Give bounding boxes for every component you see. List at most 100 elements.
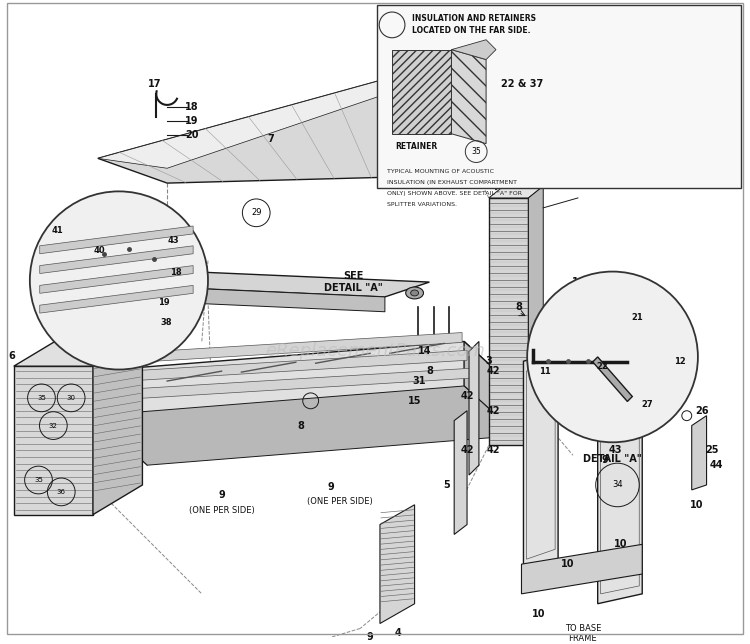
Polygon shape (116, 368, 472, 400)
Text: 12: 12 (195, 262, 208, 272)
Text: 35: 35 (37, 395, 46, 401)
Polygon shape (93, 386, 518, 465)
Text: 8: 8 (515, 303, 522, 312)
Polygon shape (521, 544, 642, 594)
Polygon shape (162, 272, 430, 297)
Text: 43: 43 (609, 445, 622, 455)
Polygon shape (598, 376, 642, 603)
Text: 34: 34 (612, 480, 622, 489)
Text: 9: 9 (218, 490, 225, 500)
Polygon shape (524, 352, 558, 574)
Polygon shape (489, 186, 543, 198)
Text: 1: 1 (572, 277, 578, 287)
Text: 32: 32 (49, 422, 58, 428)
Text: 16: 16 (410, 82, 420, 91)
Text: 25: 25 (569, 401, 583, 411)
Text: 3: 3 (485, 356, 492, 366)
Text: 17: 17 (148, 79, 161, 89)
Text: 42: 42 (505, 158, 518, 168)
Text: 10: 10 (614, 539, 627, 549)
Text: 10: 10 (561, 559, 574, 569)
Text: 42: 42 (460, 445, 474, 455)
Text: 40: 40 (93, 246, 105, 255)
Text: 42: 42 (487, 445, 500, 455)
Text: 10: 10 (690, 500, 703, 510)
Text: 21: 21 (632, 313, 644, 322)
Text: 8: 8 (297, 421, 304, 431)
Polygon shape (692, 415, 706, 490)
Text: 20: 20 (185, 129, 199, 140)
Polygon shape (93, 371, 147, 465)
Circle shape (30, 191, 208, 370)
Text: 9: 9 (602, 413, 608, 422)
Polygon shape (98, 262, 152, 317)
Text: 44: 44 (710, 460, 723, 470)
Text: (ONE PER SIDE): (ONE PER SIDE) (189, 506, 254, 515)
Polygon shape (40, 226, 194, 254)
Text: 9: 9 (602, 455, 608, 465)
Polygon shape (111, 350, 467, 382)
Text: ONLY) SHOWN ABOVE. SEE DETAIL "A" FOR: ONLY) SHOWN ABOVE. SEE DETAIL "A" FOR (387, 191, 522, 196)
Text: 33: 33 (78, 297, 92, 307)
Text: 38: 38 (160, 317, 172, 327)
Ellipse shape (411, 290, 419, 296)
Text: 31: 31 (413, 376, 426, 386)
Text: LOCATED ON THE FAR SIDE.: LOCATED ON THE FAR SIDE. (412, 26, 530, 35)
Text: DETAIL "A": DETAIL "A" (584, 454, 642, 464)
Polygon shape (40, 265, 194, 293)
Text: 10: 10 (532, 609, 545, 619)
Text: 8: 8 (555, 9, 562, 19)
Text: 12: 12 (674, 357, 686, 366)
Polygon shape (162, 287, 385, 312)
Polygon shape (40, 285, 194, 313)
Polygon shape (452, 50, 486, 144)
Circle shape (527, 272, 698, 442)
Polygon shape (452, 40, 496, 59)
Polygon shape (98, 39, 546, 168)
Text: 19: 19 (158, 298, 170, 307)
Text: 35: 35 (34, 477, 43, 483)
Polygon shape (529, 186, 543, 446)
Text: 8: 8 (558, 138, 565, 147)
Text: 42: 42 (487, 366, 500, 376)
Polygon shape (392, 50, 452, 134)
Text: 22: 22 (597, 363, 608, 372)
Polygon shape (592, 357, 632, 401)
Polygon shape (40, 246, 194, 274)
Polygon shape (469, 341, 479, 475)
Text: 30: 30 (67, 395, 76, 401)
Text: 9: 9 (327, 482, 334, 492)
Text: (ONE PER SIDE): (ONE PER SIDE) (308, 497, 374, 506)
Text: 8: 8 (426, 366, 433, 376)
Polygon shape (454, 411, 467, 535)
Text: 41: 41 (52, 227, 64, 236)
Polygon shape (526, 42, 543, 61)
Text: 25: 25 (705, 445, 718, 455)
Polygon shape (13, 366, 93, 515)
Text: eReplacementParts.com: eReplacementParts.com (265, 343, 485, 361)
Text: 43: 43 (167, 236, 179, 245)
Polygon shape (106, 332, 462, 365)
Text: 4: 4 (394, 629, 401, 638)
Text: 42: 42 (460, 391, 474, 401)
Text: 18: 18 (170, 268, 182, 277)
Text: 15: 15 (408, 396, 422, 406)
Text: 22 & 37: 22 & 37 (501, 79, 543, 90)
Polygon shape (93, 337, 142, 515)
Polygon shape (98, 39, 538, 183)
Text: 2: 2 (538, 346, 544, 356)
Text: 42: 42 (487, 406, 500, 416)
Text: 19: 19 (185, 116, 199, 126)
Text: 26: 26 (694, 406, 708, 416)
Polygon shape (464, 341, 518, 435)
Text: 43: 43 (608, 399, 621, 409)
Text: 8: 8 (154, 297, 160, 307)
Text: 29: 29 (251, 208, 262, 217)
FancyBboxPatch shape (377, 5, 741, 188)
Text: INSULATION AND RETAINERS: INSULATION AND RETAINERS (412, 14, 536, 23)
Text: 7: 7 (268, 133, 274, 144)
Polygon shape (380, 505, 415, 623)
Text: 5: 5 (443, 480, 450, 490)
Text: TYPICAL MOUNTING OF ACOUSTIC: TYPICAL MOUNTING OF ACOUSTIC (387, 169, 494, 174)
Text: RETAINER: RETAINER (395, 142, 437, 151)
